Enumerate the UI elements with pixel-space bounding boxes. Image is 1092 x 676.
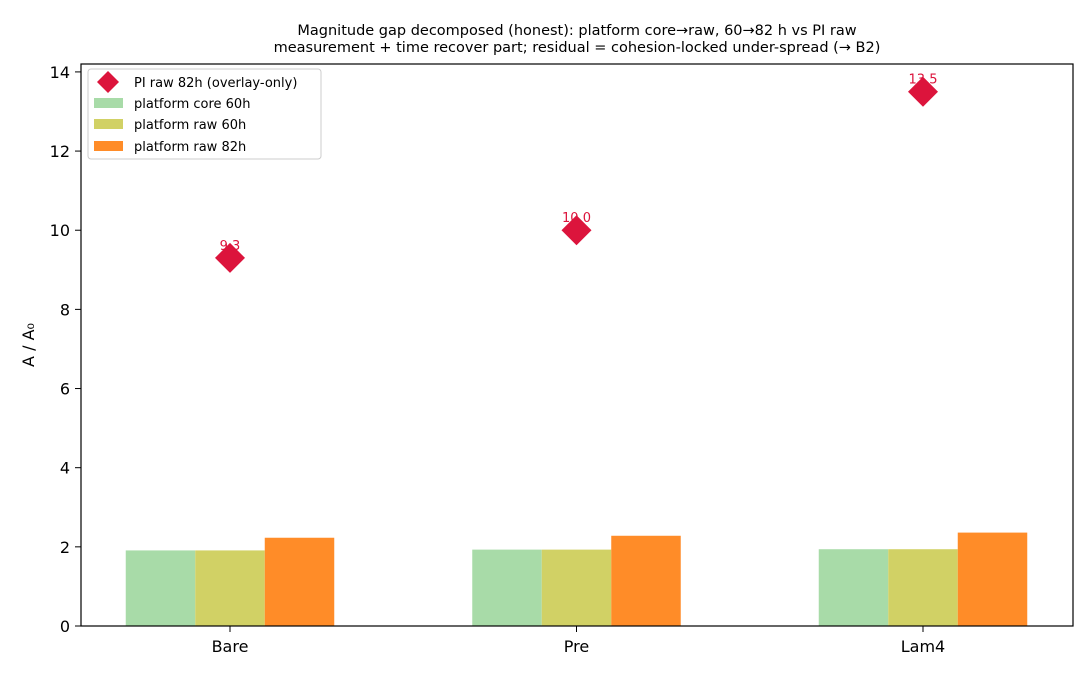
- x-tick-label: Lam4: [901, 637, 945, 656]
- y-tick-label: 10: [50, 221, 70, 240]
- bar-lam4-platform-raw-82h: [957, 532, 1028, 626]
- y-tick-label: 4: [60, 459, 70, 478]
- overlay-diamond-lam4: [908, 76, 938, 107]
- x-tick-label: Pre: [564, 637, 589, 656]
- y-tick-label: 6: [60, 380, 70, 399]
- legend-label: platform raw 82h: [134, 140, 246, 155]
- overlay-label-lam4: 13.5: [909, 73, 938, 88]
- legend-swatch-platform-raw-82h: [94, 141, 123, 151]
- y-axis: 0 2 4 6 8 10 12 14: [50, 63, 81, 636]
- legend-label: platform core 60h: [134, 97, 250, 112]
- legend-frame: [87, 68, 322, 160]
- overlay-label-pre: 10.0: [562, 211, 591, 226]
- x-tick-label: Bare: [212, 637, 249, 656]
- bar-bare-platform-raw-82h: [264, 537, 335, 626]
- overlay-markers: 9.3 10.0 13.5: [215, 73, 938, 273]
- bar-pre-platform-raw-82h: [611, 535, 681, 626]
- overlay-diamond-bare: [215, 242, 245, 273]
- bar-lam4-platform-raw-60h: [888, 549, 958, 626]
- bar-pre-platform-raw-60h: [541, 549, 612, 626]
- bar-group: [125, 532, 1028, 626]
- legend-swatch-platform-core-60h: [94, 98, 123, 108]
- chart-title-line-2: measurement + time recover part; residua…: [274, 40, 881, 56]
- y-axis-label: A / A₀: [19, 323, 38, 367]
- legend-swatch-overlay: [97, 71, 119, 93]
- overlay-label-bare: 9.3: [220, 239, 241, 254]
- y-tick-label: 12: [50, 142, 70, 161]
- chart-title-line-1: Magnitude gap decomposed (honest): platf…: [297, 23, 856, 39]
- y-tick-label: 2: [60, 538, 70, 557]
- bar-bare-platform-core-60h: [125, 550, 196, 626]
- y-tick-label: 14: [50, 63, 70, 82]
- bar-pre-platform-core-60h: [472, 549, 542, 626]
- bar-lam4-platform-core-60h: [818, 549, 889, 626]
- x-axis: Bare Pre Lam4: [212, 626, 945, 656]
- legend: PI raw 82h (overlay-only) platform core 6…: [87, 68, 322, 160]
- legend-label: PI raw 82h (overlay-only): [134, 76, 297, 91]
- overlay-diamond-pre: [561, 215, 592, 246]
- bar-bare-platform-raw-60h: [195, 550, 265, 626]
- legend-label: platform raw 60h: [134, 118, 246, 133]
- y-tick-label: 8: [60, 300, 70, 319]
- legend-swatch-platform-raw-60h: [94, 119, 123, 129]
- y-tick-label: 0: [60, 617, 70, 636]
